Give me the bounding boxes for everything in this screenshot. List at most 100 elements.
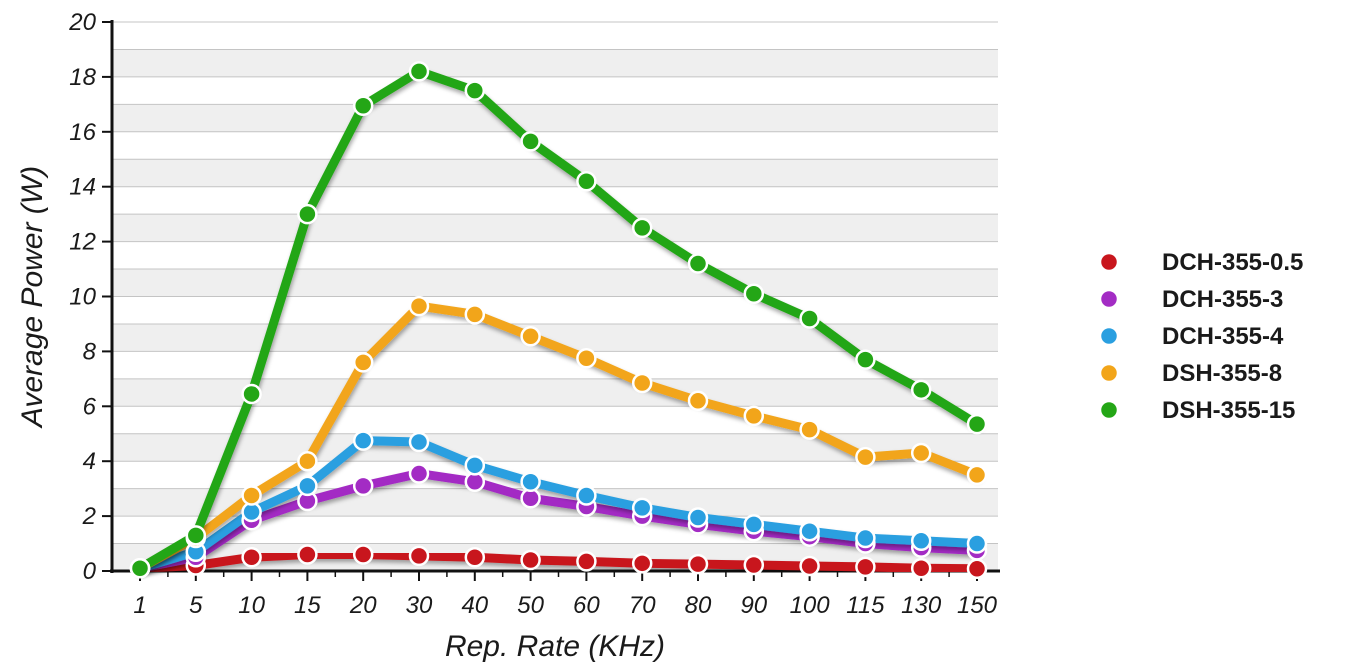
- y-tick-label: 0: [83, 558, 97, 585]
- y-tick-label: 14: [69, 174, 96, 201]
- data-point: [576, 485, 597, 506]
- legend-item: DSH-355-15: [1075, 397, 1295, 424]
- data-point: [855, 349, 876, 370]
- x-tick-label: 50: [517, 592, 544, 619]
- legend-item: DCH-355-3: [1075, 286, 1283, 313]
- data-point: [687, 253, 709, 274]
- data-point: [966, 533, 988, 554]
- data-point: [297, 203, 318, 225]
- data-point: [241, 547, 262, 568]
- x-tick-label: 5: [189, 592, 203, 619]
- x-tick-label: 1: [133, 592, 146, 619]
- data-point: [408, 545, 430, 567]
- x-tick-label: 30: [406, 592, 433, 619]
- data-point: [855, 527, 876, 549]
- data-point: [520, 549, 541, 571]
- x-tick-labels: 1 5 10 15 20 30 40 50 60 70 80 90 100 115 130 150: [133, 592, 997, 619]
- legend-item: DSH-355-8: [1075, 360, 1282, 387]
- series-line-4: [135, 66, 982, 573]
- data-point: [631, 217, 653, 239]
- y-tick-label: 16: [69, 119, 96, 146]
- data-point: [799, 520, 820, 542]
- data-point: [352, 95, 374, 116]
- x-axis-title: Rep. Rate (KHz): [445, 630, 665, 663]
- data-point: [297, 475, 318, 497]
- series-line-2: [135, 436, 982, 573]
- data-point: [687, 390, 709, 412]
- data-point: [743, 283, 765, 305]
- data-point: [408, 463, 430, 484]
- y-tick-label: 4: [83, 448, 96, 475]
- y-tick-labels: 0 2 4 6 8 10 12 14 16 18 20: [68, 9, 96, 585]
- legend-swatch-marker: [1098, 399, 1120, 421]
- x-tick-label: 60: [573, 592, 600, 619]
- data-point: [241, 383, 262, 405]
- x-tick-label: 115: [846, 592, 885, 619]
- grid-band: [112, 49, 998, 77]
- data-point: [576, 170, 597, 192]
- data-point: [966, 558, 988, 580]
- x-tick-label: 15: [294, 592, 321, 619]
- y-tick-label: 10: [69, 284, 96, 311]
- data-point: [352, 352, 374, 373]
- y-tick-label: 18: [69, 64, 96, 91]
- data-point: [966, 464, 988, 486]
- data-point: [910, 558, 932, 579]
- grid-band: [112, 269, 998, 297]
- x-tick-label: 150: [957, 592, 998, 619]
- data-point: [799, 308, 820, 329]
- data-point: [408, 431, 430, 453]
- data-point: [966, 413, 988, 435]
- data-point: [910, 379, 932, 401]
- data-point: [241, 485, 262, 506]
- series-points-4: [129, 61, 988, 579]
- data-point: [631, 372, 653, 394]
- data-point: [855, 556, 876, 578]
- legend-label: DSH-355-8: [1162, 360, 1282, 387]
- series-points-0: [129, 544, 988, 580]
- legend-label: DSH-355-15: [1162, 397, 1295, 424]
- legend-item: DCH-355-0.5: [1075, 249, 1303, 276]
- series-points: [129, 61, 988, 580]
- data-point: [352, 475, 374, 497]
- x-tick-label: 130: [901, 592, 942, 619]
- data-point: [352, 430, 374, 451]
- series-lines: [135, 66, 982, 574]
- x-tick-label: 70: [629, 592, 656, 619]
- data-point: [910, 442, 932, 464]
- y-tick-label: 8: [83, 338, 97, 365]
- y-tick-label: 2: [82, 503, 96, 530]
- legend-swatch-marker: [1098, 288, 1120, 310]
- data-point: [743, 514, 765, 535]
- data-point: [520, 471, 541, 493]
- x-tick-label: 80: [685, 592, 712, 619]
- y-axis-title: Average Power (W): [16, 166, 49, 429]
- data-point: [408, 295, 430, 317]
- x-tick-label: 10: [238, 592, 265, 619]
- legend-label: DCH-355-0.5: [1162, 249, 1303, 276]
- data-point: [129, 558, 151, 579]
- data-point: [297, 450, 318, 472]
- series-line-3: [135, 301, 982, 573]
- data-point: [464, 304, 486, 325]
- data-point: [520, 326, 541, 347]
- data-point: [631, 553, 653, 574]
- x-tick-label: 90: [740, 592, 767, 619]
- data-point: [352, 544, 374, 565]
- series-line-0: [135, 550, 982, 574]
- data-point: [576, 551, 597, 572]
- data-point: [464, 80, 486, 101]
- data-point: [743, 554, 765, 576]
- data-point: [185, 525, 207, 546]
- data-point: [799, 555, 820, 577]
- data-point: [743, 405, 765, 427]
- data-point: [464, 547, 486, 568]
- x-tick-label: 100: [790, 592, 831, 619]
- data-point: [631, 497, 653, 519]
- data-point: [799, 419, 820, 440]
- data-point: [576, 348, 597, 369]
- legend-swatch-marker: [1098, 362, 1120, 384]
- y-tick-label: 6: [83, 393, 97, 420]
- y-tick-label: 20: [68, 9, 96, 36]
